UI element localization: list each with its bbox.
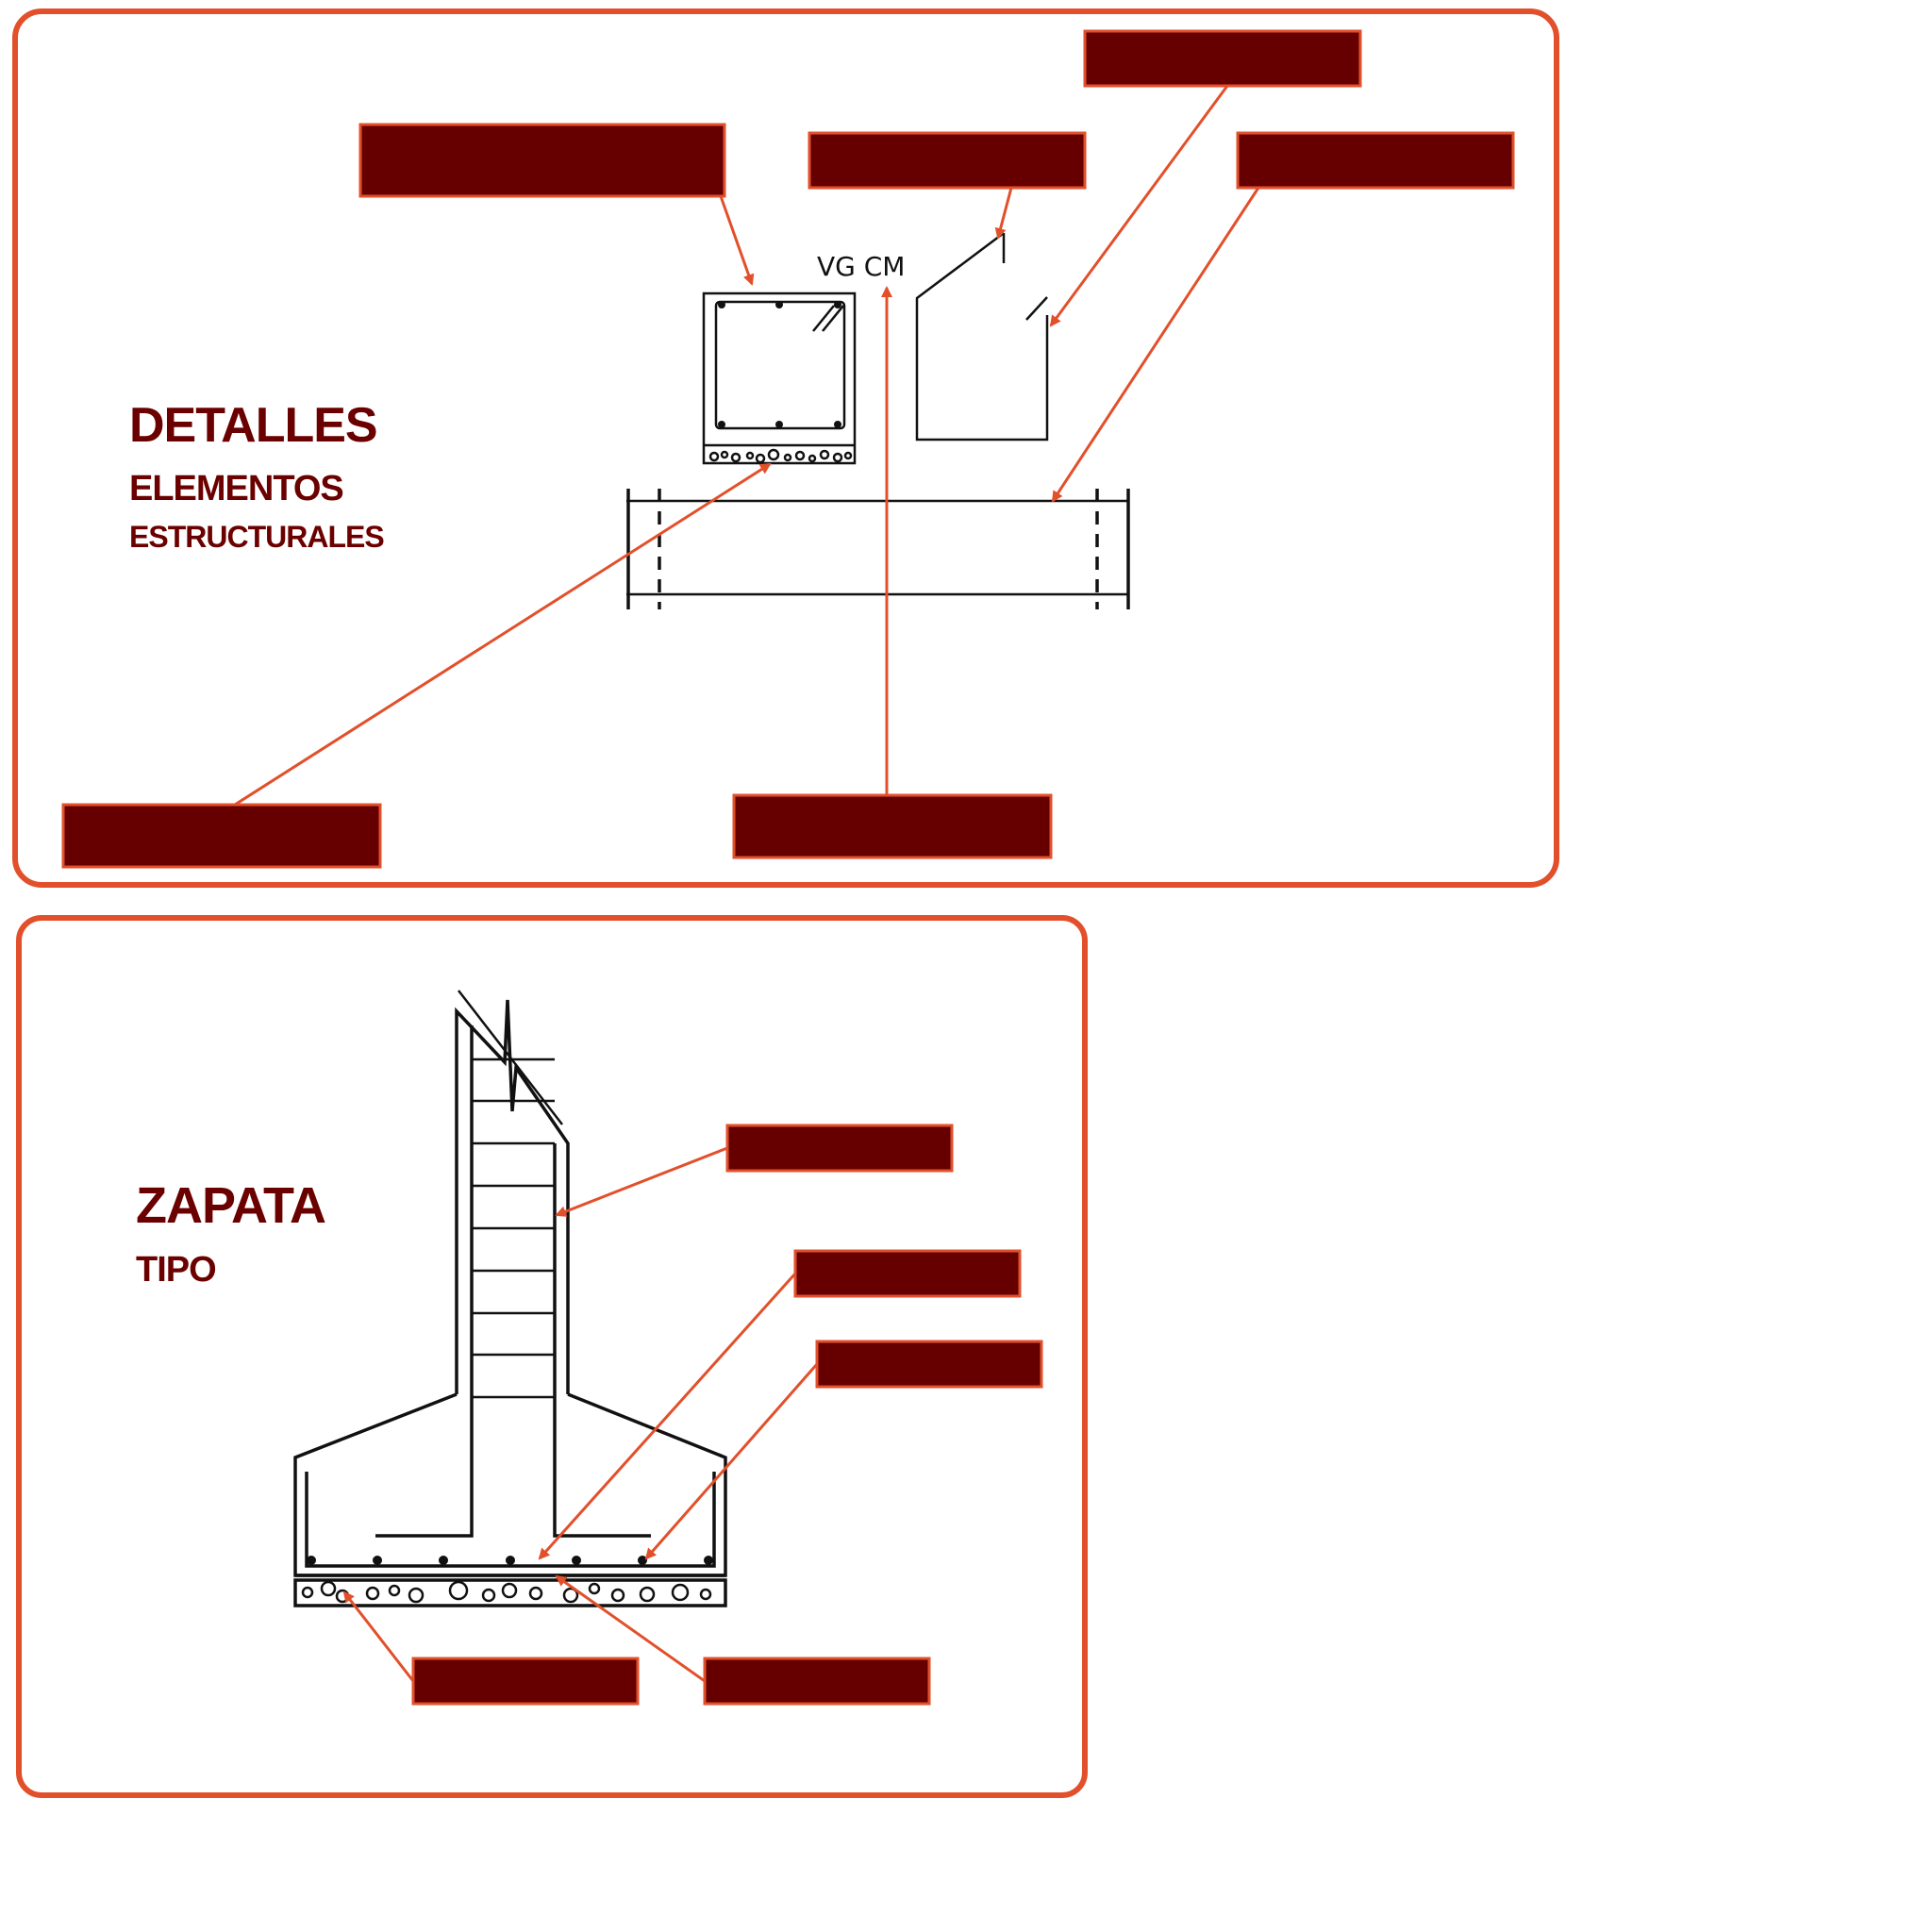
leader-arrow <box>538 1272 797 1560</box>
footing-mesh <box>305 1472 716 1568</box>
footing-rebar-dot <box>572 1556 581 1565</box>
label-box-stirrup-hook <box>808 131 1087 190</box>
leader-arrow <box>719 195 755 286</box>
gravel-texture <box>301 1580 712 1604</box>
stirrup-shape-drawing <box>915 232 1049 441</box>
column-stirrup <box>714 300 846 430</box>
details-panel: DETALLES ELEMENTOS ESTRUCTURALES <box>12 8 1559 888</box>
label-box-stirrup-corner <box>1083 29 1362 88</box>
column-section-drawing <box>702 291 857 465</box>
leader-arrow <box>342 1591 415 1682</box>
leader-arrow <box>555 1574 706 1683</box>
rebar-dot <box>834 421 841 428</box>
leader-arrow <box>234 462 772 807</box>
rebar-dot <box>775 301 783 308</box>
stirrup-hook-line <box>812 305 835 332</box>
footing-panel-frame <box>16 915 1088 1798</box>
label-box-concrete-base <box>61 803 382 869</box>
gravel-texture <box>708 448 853 464</box>
footing-rebar-dot <box>638 1556 647 1565</box>
column-break-line <box>458 990 563 1125</box>
leader-arrow <box>994 187 1013 240</box>
column-outline <box>702 291 857 465</box>
leader-arrow <box>1051 187 1260 503</box>
footing-rebar-dot <box>506 1556 515 1565</box>
footing-rebar-dot <box>439 1556 448 1565</box>
label-box-footing-cover <box>815 1340 1043 1389</box>
label-box-lean-concrete <box>411 1657 640 1706</box>
stirrup-outline <box>915 232 1049 441</box>
column-rebar-right <box>553 1143 651 1538</box>
details-subtitle-estructurales: ESTRUCTURALES <box>129 520 384 554</box>
details-panel-frame <box>12 8 1559 888</box>
footing-rebar-dot <box>307 1556 316 1565</box>
column-rebar-left <box>375 1025 474 1538</box>
lean-concrete-layer <box>293 1578 727 1607</box>
footing-subtitle: TIPO <box>136 1250 216 1290</box>
stirrup-hook-line <box>822 305 844 332</box>
details-subtitle-elementos: ELEMENTOS <box>129 469 343 508</box>
label-box-footing-bars <box>793 1249 1022 1298</box>
label-box-beam-label <box>732 793 1053 859</box>
footing-title: ZAPATA <box>136 1177 325 1234</box>
stirrup-side-hook <box>1025 296 1048 321</box>
vg-cm-label: VG CM <box>817 251 905 282</box>
label-box-column-section <box>358 123 726 198</box>
leader-arrow <box>555 1146 728 1217</box>
rebar-dot <box>775 421 783 428</box>
rebar-dot <box>718 301 725 308</box>
label-box-beam-bar <box>1236 131 1515 190</box>
label-box-base-line <box>703 1657 931 1706</box>
label-box-column-stirrups <box>725 1124 954 1173</box>
footing-rebar-dot <box>373 1556 382 1565</box>
footing-drawing <box>293 990 727 1607</box>
leader-arrow <box>1049 85 1229 327</box>
leader-arrow <box>644 1363 819 1560</box>
rebar-dot <box>718 421 725 428</box>
footing-panel: ZAPATA TIPO <box>16 915 1088 1798</box>
details-title: DETALLES <box>129 398 377 453</box>
rebar-dot <box>834 301 841 308</box>
footing-rebar-dot <box>704 1556 713 1565</box>
